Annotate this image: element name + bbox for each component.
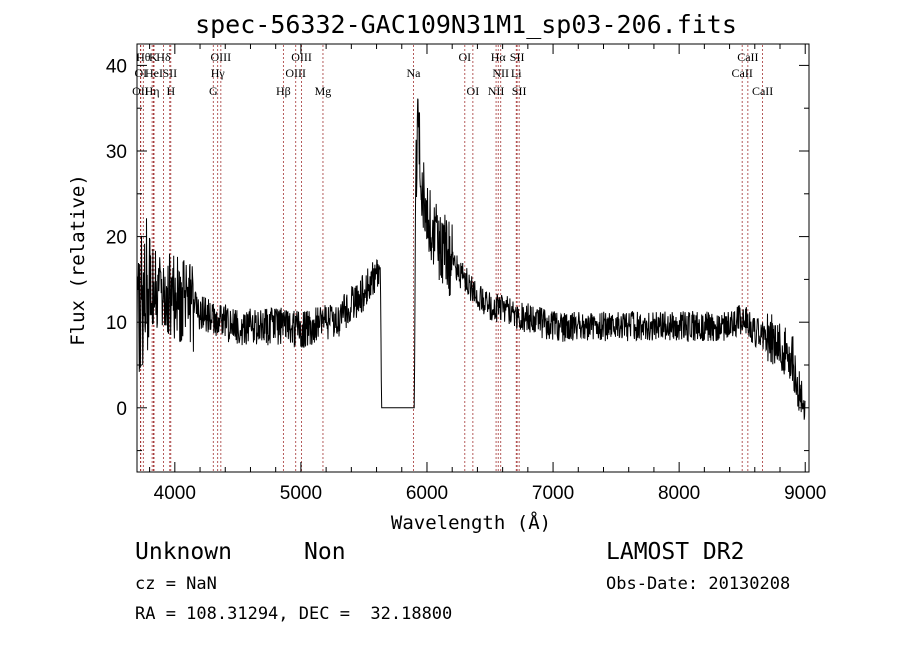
- coordinates-text: RA = 108.31294, DEC = 32.18800: [135, 604, 452, 624]
- y-tick-label: 30: [106, 142, 127, 163]
- line-label: OIII: [211, 50, 232, 64]
- line-label: Hα: [491, 50, 507, 64]
- line-label: Hθ: [136, 50, 151, 64]
- line-label: Li: [511, 66, 522, 80]
- x-tick-label: 7000: [532, 483, 574, 504]
- x-axis-label: Wavelength (Å): [391, 511, 551, 534]
- line-label: K: [149, 50, 158, 64]
- line-label: Hη: [145, 84, 160, 98]
- spectrum-series: [136, 98, 806, 420]
- line-label: OI: [134, 66, 147, 80]
- line-label: SII: [512, 84, 527, 98]
- y-axis-label: Flux (relative): [67, 174, 89, 346]
- line-label: NII: [488, 84, 505, 98]
- survey-name: LAMOST DR2: [606, 539, 744, 565]
- line-label: SII: [510, 50, 525, 64]
- line-label: Mg: [315, 84, 332, 98]
- line-label: OIII: [291, 50, 312, 64]
- line-label: SII: [162, 66, 177, 80]
- line-label: NII: [492, 66, 509, 80]
- y-tick-label: 0: [116, 399, 127, 420]
- line-label: OI: [458, 50, 471, 64]
- line-label: CaII: [732, 66, 753, 80]
- line-label: Hβ: [276, 84, 291, 98]
- line-label: CaII: [752, 84, 773, 98]
- line-label: OIII: [285, 66, 306, 80]
- redshift-text: cz = NaN: [135, 574, 217, 594]
- y-tick-label: 20: [106, 228, 127, 249]
- x-tick-label: 5000: [280, 483, 322, 504]
- line-label: Hγ: [211, 66, 226, 80]
- y-tick-label: 10: [106, 313, 127, 334]
- line-label: Hδ: [156, 50, 171, 64]
- obs-date: Obs-Date: 20130208: [606, 574, 790, 594]
- plot-frame: [136, 43, 810, 473]
- x-tick-label: 9000: [784, 483, 826, 504]
- line-label: OII: [132, 84, 149, 98]
- object-class: Unknown: [135, 539, 232, 565]
- line-label: H: [166, 84, 175, 98]
- axis-ticks: 4000 5000 6000 7000 8000 9000 0 10 20 30 40: [106, 44, 826, 504]
- x-tick-label: 8000: [658, 483, 700, 504]
- line-label: CaII: [737, 50, 758, 64]
- line-label: HeI: [145, 66, 163, 80]
- line-label: G: [209, 84, 218, 98]
- object-subclass: Non: [304, 539, 346, 565]
- line-label: OI: [467, 84, 480, 98]
- x-tick-label: 6000: [406, 483, 448, 504]
- x-tick-label: 4000: [154, 483, 196, 504]
- line-label: Na: [406, 66, 421, 80]
- spectrum-line: [136, 98, 806, 420]
- chart-title: spec-56332-GAC109N31M1_sp03-206.fits: [195, 10, 737, 39]
- y-tick-label: 40: [106, 56, 127, 77]
